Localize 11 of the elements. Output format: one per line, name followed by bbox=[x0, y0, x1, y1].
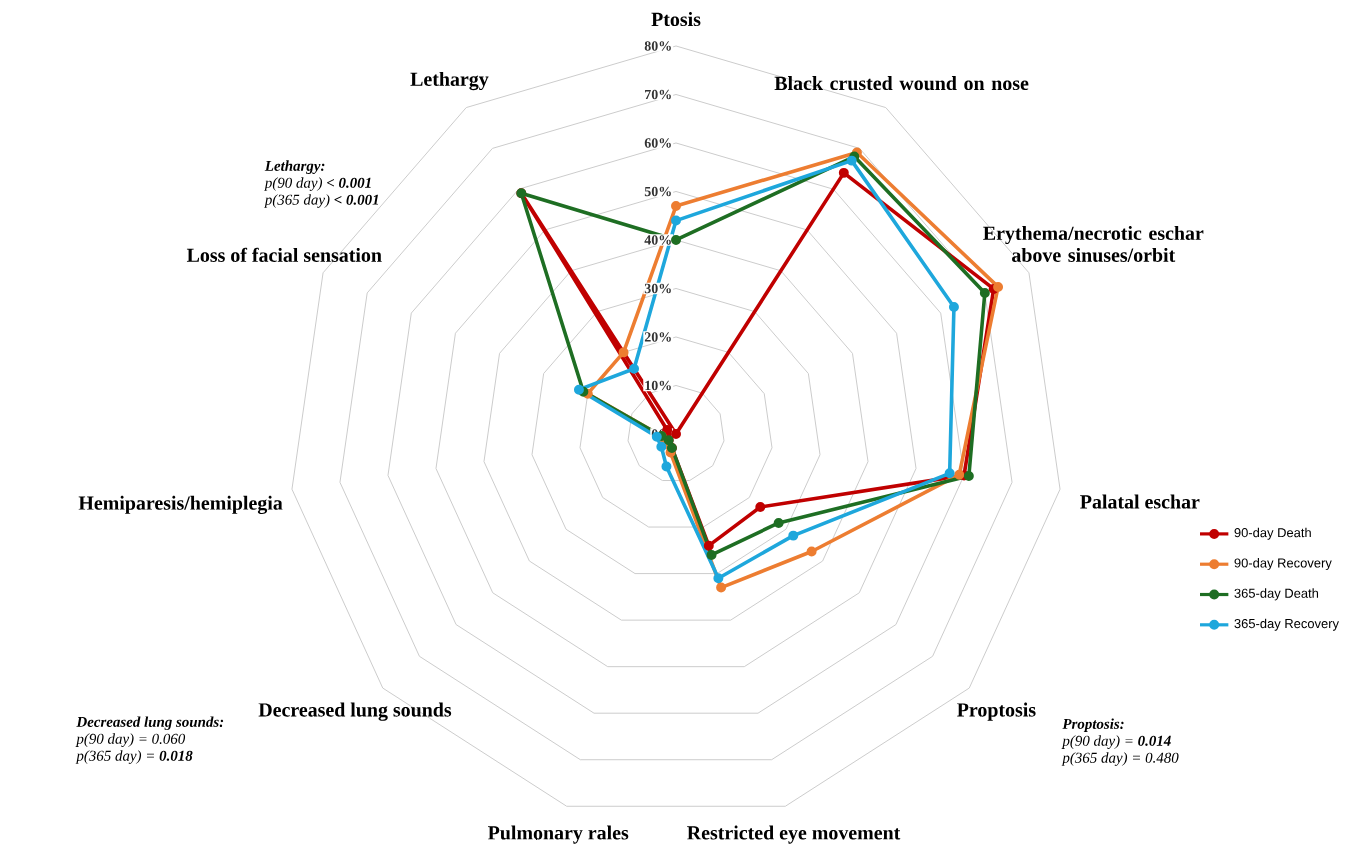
spoke-label: Restricted eye movement bbox=[687, 825, 901, 844]
spoke-label: Hemiparesis/hemiplegia bbox=[78, 495, 283, 515]
spoke-label: Ptosis bbox=[651, 12, 701, 27]
spoke-label: Pulmonary rales bbox=[487, 825, 629, 844]
spoke-label: Lethargy bbox=[410, 72, 489, 91]
spoke-label: Palatal eschar bbox=[1080, 494, 1200, 509]
spoke-label: Loss of facial sensation bbox=[186, 247, 382, 263]
spoke-label: Proptosis bbox=[957, 702, 1036, 721]
spoke-label: Black crusted wound on nose bbox=[774, 76, 1029, 91]
spoke-label: Decreased lung sounds bbox=[258, 702, 452, 722]
spoke-label: Erythema/necrotic eschar above sinuses/orbit bbox=[983, 226, 1204, 263]
